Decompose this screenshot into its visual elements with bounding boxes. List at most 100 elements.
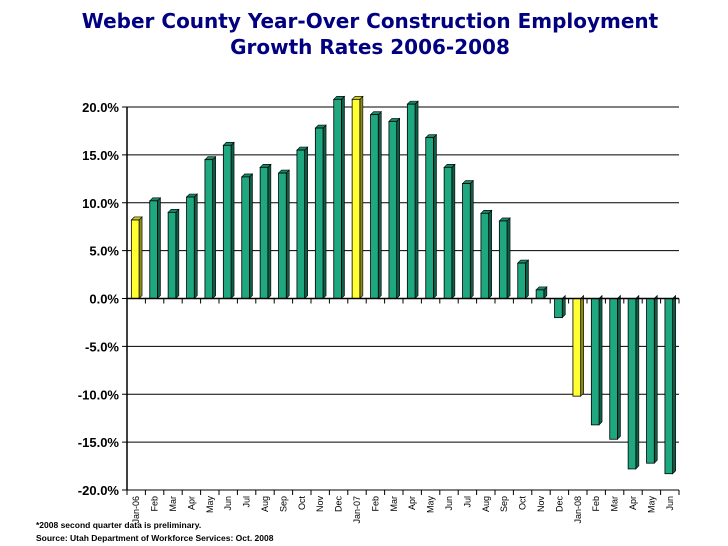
bar-22 bbox=[535, 286, 548, 300]
bar-20 bbox=[498, 217, 511, 300]
bar-side bbox=[359, 95, 364, 300]
bar-front bbox=[627, 298, 637, 470]
x-tick-label: Dec bbox=[554, 496, 564, 513]
x-tick-label: Jun bbox=[223, 496, 233, 511]
bar-front bbox=[222, 144, 232, 299]
bar-3 bbox=[185, 193, 198, 300]
x-tick-label: Jun bbox=[444, 496, 454, 511]
bar-side bbox=[285, 169, 290, 300]
bar-4 bbox=[204, 155, 217, 300]
bar-side bbox=[488, 209, 492, 300]
bar-26 bbox=[609, 294, 621, 440]
bar-19 bbox=[480, 209, 493, 300]
bar-front bbox=[406, 103, 416, 299]
bar-6 bbox=[241, 173, 254, 300]
bar-24 bbox=[572, 294, 584, 397]
bar-2 bbox=[167, 208, 180, 300]
bar-13 bbox=[369, 110, 382, 300]
y-tick-label: 20.0% bbox=[82, 100, 119, 115]
x-tick-label: Aug bbox=[260, 496, 270, 512]
y-tick-label: 5.0% bbox=[89, 244, 119, 259]
x-tick-label: Feb bbox=[150, 496, 160, 512]
y-tick-label: -10.0% bbox=[78, 387, 120, 402]
x-tick-label: Apr bbox=[628, 496, 638, 510]
axes bbox=[122, 106, 680, 495]
bar-side bbox=[304, 146, 308, 300]
bar-side bbox=[377, 110, 382, 300]
x-tick-label: Jul bbox=[242, 496, 252, 508]
x-tick-label: Jun bbox=[665, 496, 675, 511]
bar-front bbox=[296, 149, 306, 299]
bar-front bbox=[241, 176, 250, 299]
bar-side bbox=[249, 173, 253, 300]
bar-front bbox=[149, 200, 158, 299]
bar-29 bbox=[664, 294, 676, 475]
bar-front bbox=[278, 172, 287, 299]
x-tick-label: Apr bbox=[186, 496, 196, 510]
bar-front bbox=[609, 298, 618, 440]
x-tick-label: Feb bbox=[591, 496, 601, 512]
bar-18 bbox=[461, 179, 474, 300]
y-tick-label: -5.0% bbox=[85, 339, 119, 354]
bar-side bbox=[433, 133, 437, 300]
bar-14 bbox=[388, 117, 401, 300]
footnote: *2008 second quarter data is preliminary… bbox=[36, 520, 202, 530]
bar-side bbox=[212, 155, 216, 300]
x-tick-label: Mar bbox=[610, 496, 620, 512]
bar-front bbox=[480, 212, 490, 299]
x-tick-label: Sep bbox=[278, 496, 288, 512]
x-tick-label: Jul bbox=[462, 496, 472, 508]
bar-25 bbox=[590, 294, 603, 426]
bar-front bbox=[664, 298, 674, 475]
x-tick-label: Jan-06 bbox=[131, 496, 141, 524]
bar-side bbox=[322, 124, 327, 300]
bar-front bbox=[462, 183, 471, 299]
bar-side bbox=[396, 117, 400, 300]
tick-labels: 20.0% 15.0% 10.0% 5.0% 0.0% -5.0% -10.0% -15.0%… bbox=[78, 100, 675, 524]
bar-side bbox=[469, 179, 474, 300]
bar-front bbox=[351, 98, 361, 299]
x-tick-label: Mar bbox=[168, 496, 178, 512]
source-note: Source: Utah Department of Workforce Ser… bbox=[36, 533, 274, 543]
x-tick-label: Dec bbox=[334, 496, 344, 513]
bar-front bbox=[572, 298, 582, 397]
x-tick-label: Oct bbox=[518, 496, 528, 511]
bar-side bbox=[193, 193, 198, 300]
y-tick-label: 15.0% bbox=[82, 148, 119, 163]
bar-0 bbox=[130, 216, 143, 300]
chart-title-line-1: Weber County Year-Over Construction Empl… bbox=[81, 9, 659, 33]
bar-15 bbox=[406, 100, 419, 300]
bar-front bbox=[167, 211, 177, 299]
y-tick-label: -15.0% bbox=[78, 435, 120, 450]
bar-side bbox=[635, 294, 640, 470]
bar-front bbox=[186, 196, 195, 299]
bar-side bbox=[525, 259, 529, 300]
bar-side bbox=[672, 294, 676, 475]
y-tick-label: 0.0% bbox=[89, 292, 119, 307]
bar-side bbox=[617, 294, 621, 440]
bar-front bbox=[425, 137, 434, 299]
x-tick-label: May bbox=[646, 496, 656, 514]
bar-front bbox=[498, 220, 508, 299]
bar-28 bbox=[646, 294, 658, 464]
bar-side bbox=[138, 216, 143, 300]
bars bbox=[130, 95, 676, 475]
x-tick-label: May bbox=[205, 496, 215, 514]
bar-side bbox=[598, 294, 603, 426]
bar-side bbox=[341, 95, 345, 300]
bar-side bbox=[267, 163, 272, 300]
chart-title: Weber County Year-Over Construction Empl… bbox=[40, 8, 700, 60]
bar-front bbox=[370, 114, 379, 299]
bar-12 bbox=[351, 95, 364, 300]
bar-front bbox=[333, 98, 342, 299]
bar-front bbox=[204, 159, 214, 299]
bar-side bbox=[157, 197, 161, 300]
bar-7 bbox=[259, 163, 272, 300]
bar-front bbox=[443, 166, 453, 299]
bar-1 bbox=[149, 197, 162, 300]
y-tick-label: 10.0% bbox=[82, 196, 119, 211]
x-tick-label: Jan-08 bbox=[573, 496, 583, 524]
bar-side bbox=[230, 141, 235, 300]
x-tick-label: Jan-07 bbox=[352, 496, 362, 524]
bar-10 bbox=[314, 124, 327, 300]
